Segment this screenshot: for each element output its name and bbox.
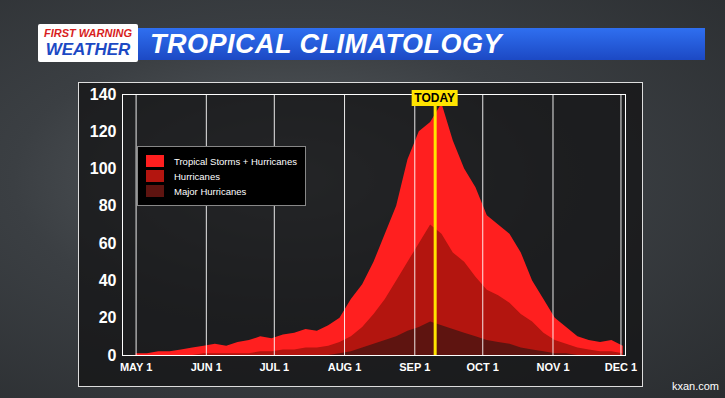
svg-text:SEP 1: SEP 1 bbox=[399, 361, 430, 373]
svg-text:MAY 1: MAY 1 bbox=[120, 361, 152, 373]
html-text:kxan.com: kxan.com bbox=[671, 380, 719, 392]
svg-text:120: 120 bbox=[90, 123, 117, 140]
svg-text:40: 40 bbox=[99, 272, 117, 289]
svg-text:140: 140 bbox=[90, 86, 117, 103]
html-text:Tropical Storms + Hurricanes: Tropical Storms + Hurricanes bbox=[174, 155, 297, 167]
html-text:TROPICAL CLIMATOLOGY: TROPICAL CLIMATOLOGY bbox=[150, 29, 502, 59]
svg-text:100: 100 bbox=[90, 160, 117, 177]
svg-text:NOV 1: NOV 1 bbox=[536, 361, 569, 373]
svg-text:DEC 1: DEC 1 bbox=[605, 361, 637, 373]
html-text:Hurricanes: Hurricanes bbox=[174, 170, 220, 182]
svg-text:20: 20 bbox=[99, 309, 117, 326]
svg-text:JUL 1: JUL 1 bbox=[259, 361, 289, 373]
html-text:FIRST WARNING: FIRST WARNING bbox=[44, 27, 132, 39]
svg-text:OCT 1: OCT 1 bbox=[467, 361, 499, 373]
html-text:Major Hurricanes: Major Hurricanes bbox=[174, 185, 247, 197]
html-text:WEATHER: WEATHER bbox=[45, 40, 131, 59]
svg-text:80: 80 bbox=[99, 197, 117, 214]
html-text:TODAY: TODAY bbox=[414, 91, 455, 105]
svg-text:0: 0 bbox=[108, 347, 117, 364]
svg-text:AUG 1: AUG 1 bbox=[328, 361, 362, 373]
svg-text:JUN 1: JUN 1 bbox=[191, 361, 222, 373]
svg-text:60: 60 bbox=[99, 235, 117, 252]
